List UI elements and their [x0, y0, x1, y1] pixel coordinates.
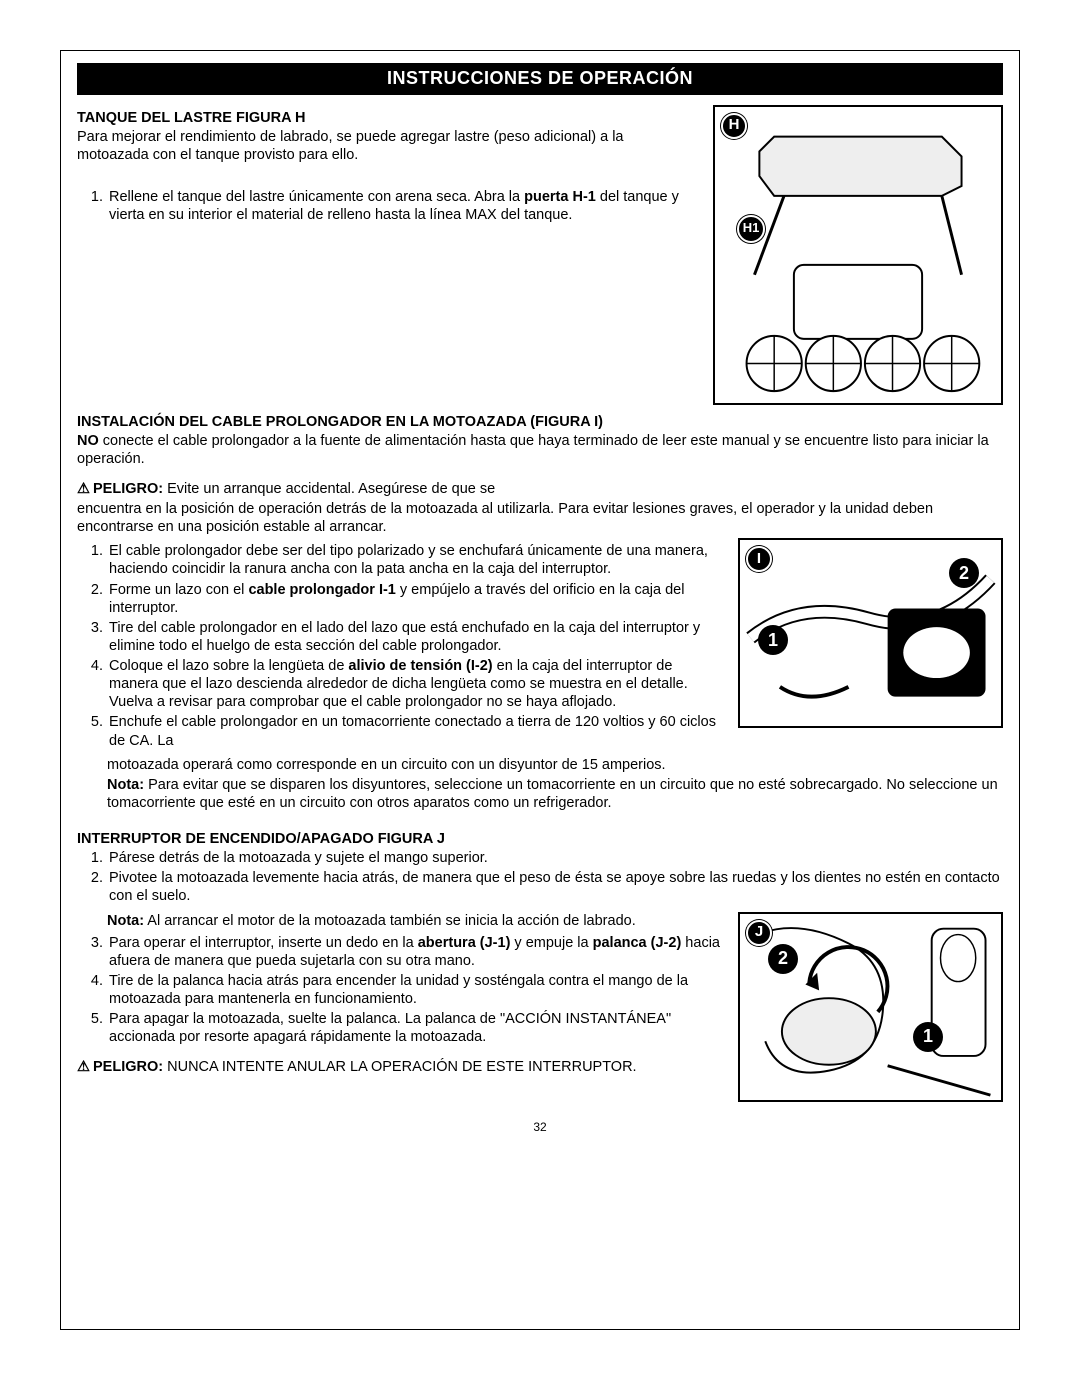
- section-i-li3: Tire del cable prolongador en el lado de…: [107, 619, 724, 655]
- section-h-heading: TANQUE DEL LASTRE FIGURA H: [77, 109, 699, 127]
- text: Rellene el tanque del lastre únicamente …: [109, 189, 524, 205]
- page-frame: INSTRUCCIONES DE OPERACIÓN TANQUE DEL LA…: [60, 50, 1020, 1330]
- figure-h-label: H: [721, 113, 747, 139]
- text: Al arrancar el motor de la motoazada tam…: [144, 913, 636, 929]
- note-label: Nota:: [107, 913, 144, 929]
- section-i-li4: Coloque el lazo sobre la lengüeta de ali…: [107, 657, 724, 711]
- section-j-li2: Pivotee la motoazada levemente hacia atr…: [107, 869, 1003, 905]
- section-h-text: TANQUE DEL LASTRE FIGURA H Para mejorar …: [77, 105, 699, 405]
- figure-j-label: J: [746, 920, 772, 946]
- page-number: 32: [77, 1120, 1003, 1135]
- section-i-li1: El cable prolongador debe ser del tipo p…: [107, 542, 724, 578]
- section-title-bar: INSTRUCCIONES DE OPERACIÓN: [77, 63, 1003, 95]
- section-j-note: Nota: Al arrancar el motor de la motoaza…: [77, 912, 724, 930]
- section-i-list: El cable prolongador debe ser del tipo p…: [77, 542, 724, 749]
- figure-h-illustration: [715, 107, 1001, 403]
- section-i-text: El cable prolongador debe ser del tipo p…: [77, 538, 724, 755]
- figure-i: I 1 2: [738, 538, 1003, 728]
- text: Evite un arranque accidental. Asegúrese …: [163, 481, 495, 497]
- section-i-li2: Forme un lazo con el cable prolongador I…: [107, 581, 724, 617]
- danger-label: PELIGRO:: [93, 1059, 163, 1075]
- section-j-row: Nota: Al arrancar el motor de la motoaza…: [77, 912, 1003, 1102]
- section-i-heading: INSTALACIÓN DEL CABLE PROLONGADOR EN LA …: [77, 413, 1003, 431]
- figure-j-illustration: [740, 914, 1001, 1100]
- text: conecte el cable prolongador a la fuente…: [77, 433, 989, 467]
- section-j-li5: Para apagar la motoazada, suelte la pala…: [107, 1010, 724, 1046]
- text: Para operar el interruptor, inserte un d…: [109, 935, 418, 951]
- section-i-no-para: NO conecte el cable prolongador a la fue…: [77, 432, 1003, 468]
- figure-h: H H1: [713, 105, 1003, 405]
- figure-j-col: J 2 1: [738, 912, 1003, 1102]
- text: Forme un lazo con el: [109, 582, 248, 598]
- figure-j-callout-1: 1: [913, 1022, 943, 1052]
- figure-h-col: H H1: [713, 105, 1003, 405]
- note-label: Nota:: [107, 777, 144, 793]
- section-h-intro: Para mejorar el rendimiento de labrado, …: [77, 128, 699, 164]
- section-j-li1: Párese detrás de la motoazada y sujete e…: [107, 849, 1003, 867]
- danger-label: PELIGRO:: [93, 481, 163, 497]
- section-i-danger-cont: encuentra en la posición de operación de…: [77, 500, 1003, 536]
- section-i-li5-cont: motoazada operará como corresponde en un…: [77, 756, 1003, 774]
- section-j-danger: PELIGRO: NUNCA INTENTE ANULAR LA OPERACI…: [77, 1058, 724, 1076]
- warning-icon: [77, 1059, 93, 1075]
- section-i-note: Nota: Para evitar que se disparen los di…: [77, 776, 1003, 812]
- text: Para evitar que se disparen los disyunto…: [107, 777, 998, 811]
- bold-text: NO: [77, 433, 99, 449]
- bold-text: alivio de tensión (I-2): [348, 658, 492, 674]
- section-i-li5: Enchufe el cable prolongador en un tomac…: [107, 713, 724, 749]
- text: Coloque el lazo sobre la lengüeta de: [109, 658, 348, 674]
- section-j-text: Nota: Al arrancar el motor de la motoaza…: [77, 912, 724, 1102]
- section-h-row: TANQUE DEL LASTRE FIGURA H Para mejorar …: [77, 105, 1003, 405]
- section-j-list-bottom: Para operar el interruptor, inserte un d…: [77, 934, 724, 1047]
- bold-text: abertura (J-1): [418, 935, 511, 951]
- bold-text: palanca (J-2): [593, 935, 682, 951]
- figure-j: J 2 1: [738, 912, 1003, 1102]
- section-i-row: El cable prolongador debe ser del tipo p…: [77, 538, 1003, 755]
- section-h-step1: Rellene el tanque del lastre únicamente …: [107, 188, 699, 224]
- section-j-heading: INTERRUPTOR DE ENCENDIDO/APAGADO FIGURA …: [77, 830, 1003, 848]
- warning-icon: [77, 481, 93, 497]
- text: y empuje la: [510, 935, 592, 951]
- section-j-list-top: Párese detrás de la motoazada y sujete e…: [77, 849, 1003, 905]
- figure-j-callout-2: 2: [768, 944, 798, 974]
- bold-text: cable prolongador I-1: [248, 582, 395, 598]
- section-j-li3: Para operar el interruptor, inserte un d…: [107, 934, 724, 970]
- section-j-li4: Tire de la palanca hacia atrás para ence…: [107, 972, 724, 1008]
- bold-text: puerta H-1: [524, 189, 596, 205]
- text: NUNCA INTENTE ANULAR LA OPERACIÓN DE EST…: [163, 1059, 637, 1075]
- figure-i-col: I 1 2: [738, 538, 1003, 755]
- section-h-list: Rellene el tanque del lastre únicamente …: [77, 188, 699, 224]
- figure-h1-label: H1: [737, 215, 765, 243]
- section-i-danger-line1: PELIGRO: Evite un arranque accidental. A…: [77, 480, 1003, 498]
